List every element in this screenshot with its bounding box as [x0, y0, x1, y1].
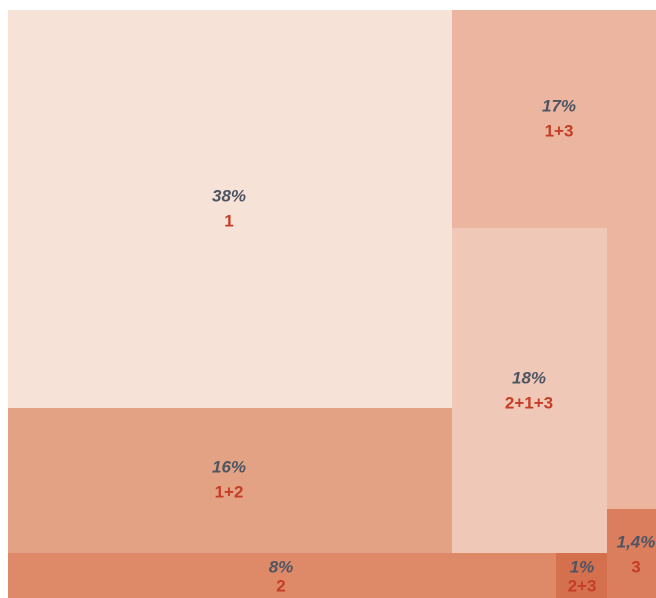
tile-label: 2+3	[568, 576, 597, 595]
value-label: 16%	[212, 457, 246, 476]
tile-label: 2+1+3	[505, 393, 553, 412]
tile	[556, 553, 607, 598]
tile	[607, 509, 656, 598]
tile	[452, 228, 607, 553]
tile-label: 3	[631, 557, 640, 576]
tile	[8, 408, 452, 553]
tile	[8, 553, 556, 598]
value-label: 18%	[512, 368, 546, 387]
value-label: 17%	[542, 96, 576, 115]
value-label: 8%	[269, 557, 294, 576]
tile-label: 2	[276, 576, 285, 595]
tile-label: 1	[224, 211, 233, 230]
value-label: 1,4%	[617, 532, 656, 551]
tile	[8, 10, 452, 408]
tile	[452, 10, 656, 509]
tile-label: 1+3	[545, 121, 574, 140]
tile-label: 1+2	[215, 482, 244, 501]
value-label: 1%	[570, 557, 595, 576]
value-label: 38%	[212, 186, 246, 205]
